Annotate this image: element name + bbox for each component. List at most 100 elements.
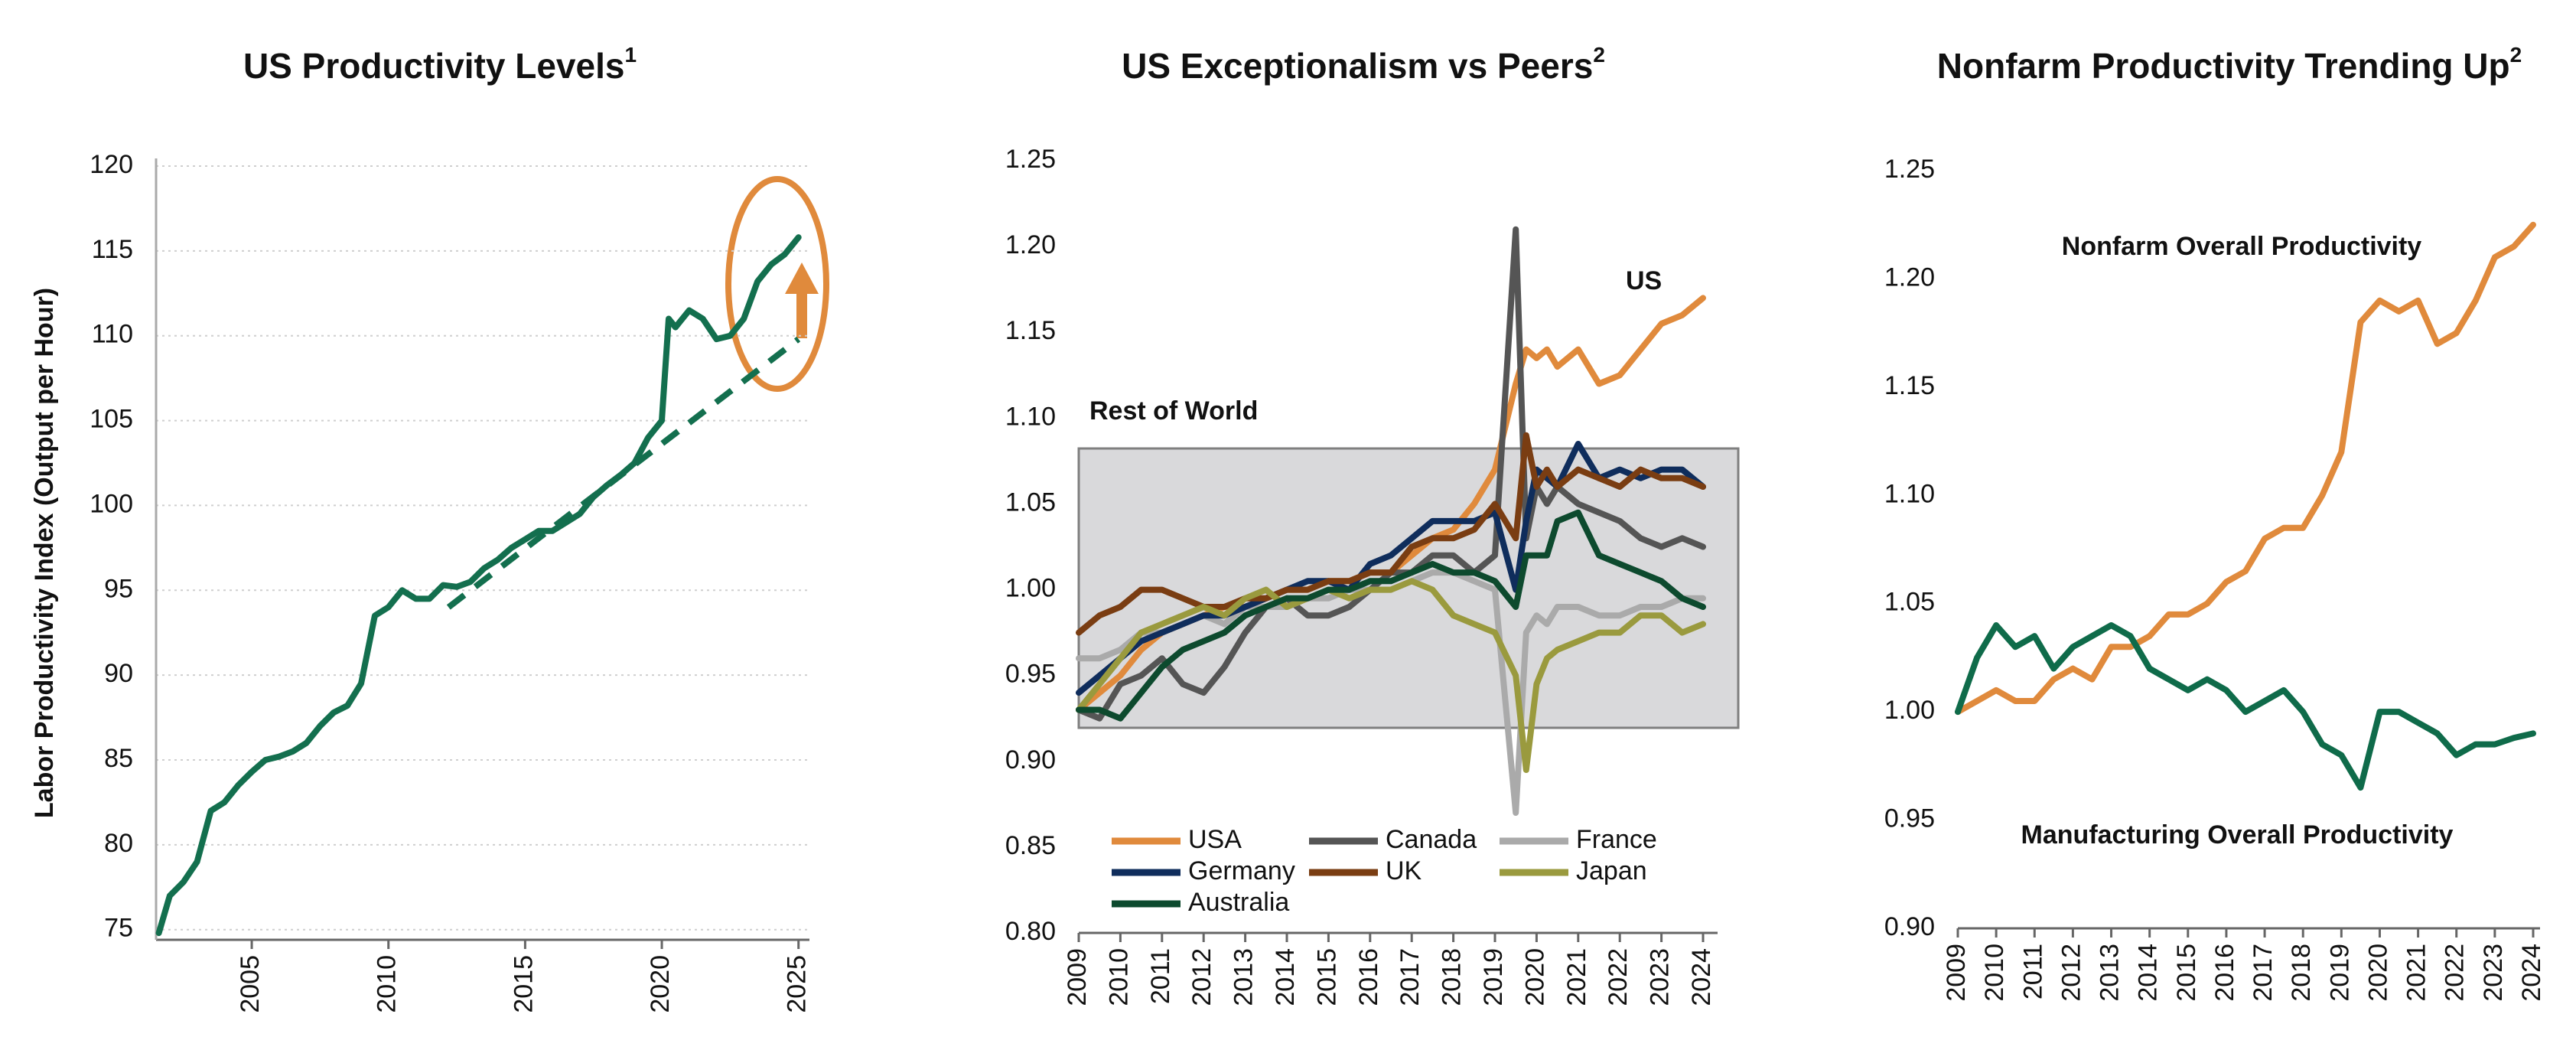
y-tick-label: 0.90 [1005, 745, 1056, 774]
x-tick-label: 2020 [1520, 948, 1549, 1006]
x-tick-label: 2016 [1354, 948, 1383, 1006]
series-line [1076, 578, 1706, 773]
x-tick-label: 2024 [1687, 948, 1716, 1006]
x-tick-label: 2023 [1646, 948, 1675, 1006]
title-note: 2 [2510, 43, 2522, 67]
arrow-shaft [796, 291, 807, 338]
chart-title: Nonfarm Productivity Trending Up2 [1937, 43, 2522, 86]
y-tick-label: 1.15 [1884, 371, 1935, 400]
y-tick-label: 1.20 [1884, 263, 1935, 292]
y-tick-label: 95 [104, 574, 133, 603]
y-tick-label: 1.00 [1884, 696, 1935, 725]
x-tick-label: 2021 [2402, 944, 2431, 1002]
x-tick-label: 2015 [509, 955, 538, 1013]
x-tick-label: 2015 [2172, 944, 2201, 1002]
series-line [1955, 622, 2536, 791]
y-tick-label: 1.10 [1884, 479, 1935, 508]
series-line [1076, 509, 1706, 722]
x-tick-label: 2012 [2057, 944, 2086, 1002]
x-tick-label: 2019 [1479, 948, 1508, 1006]
y-axis-label: Labor Productivity Index (Output per Hou… [30, 288, 59, 818]
x-tick-label: 2021 [1562, 948, 1591, 1006]
title-text: US Exceptionalism vs Peers [1122, 46, 1593, 86]
legend-label: UK [1386, 856, 1422, 885]
y-tick-label: 0.80 [1005, 917, 1056, 946]
x-tick-label: 2010 [1104, 948, 1133, 1006]
chart-title: US Productivity Levels1 [243, 43, 637, 86]
x-tick-label: 2014 [1271, 948, 1300, 1006]
y-tick-label: 75 [104, 914, 133, 943]
y-tick-label: 1.25 [1005, 145, 1056, 174]
legend-label: Canada [1386, 825, 1477, 854]
y-tick-label: 1.05 [1005, 488, 1056, 517]
x-tick-label: 2013 [2096, 944, 2125, 1002]
x-tick-label: 2018 [1438, 948, 1467, 1006]
x-tick-label: 2013 [1229, 948, 1259, 1006]
legend-label: Australia [1188, 888, 1289, 917]
x-tick-label: 2020 [2363, 944, 2392, 1002]
x-tick-label: 2017 [2249, 944, 2278, 1002]
y-tick-label: 90 [104, 659, 133, 688]
annotation: US [1626, 266, 1662, 295]
y-tick-label: 85 [104, 744, 133, 773]
x-tick-label: 2010 [1980, 944, 2009, 1002]
y-tick-label: 105 [90, 405, 133, 434]
legend-label: Germany [1188, 856, 1295, 885]
y-tick-label: 115 [92, 235, 133, 264]
highlight-ellipse [725, 176, 829, 392]
annotation: Rest of World [1089, 396, 1258, 426]
x-tick-label: 2011 [2018, 944, 2047, 999]
series-label: Nonfarm Overall Productivity [2062, 232, 2422, 261]
x-tick-label: 2009 [1942, 944, 1971, 1002]
arrow-head [785, 263, 819, 294]
y-tick-label: 0.90 [1884, 912, 1935, 941]
series-line [1076, 441, 1706, 696]
series-line [446, 336, 801, 610]
x-tick-label: 2012 [1187, 948, 1216, 1006]
x-tick-label: 2022 [2441, 944, 2470, 1002]
title-text: Nonfarm Productivity Trending Up [1937, 46, 2510, 86]
y-tick-label: 100 [90, 489, 133, 518]
x-tick-label: 2016 [2210, 944, 2239, 1002]
series-line [1955, 221, 2536, 716]
y-tick-label: 1.15 [1005, 316, 1056, 345]
x-tick-label: 2005 [236, 955, 265, 1013]
x-tick-label: 2010 [373, 955, 402, 1013]
y-tick-label: 0.95 [1884, 804, 1935, 833]
legend-label: Japan [1576, 856, 1647, 885]
x-tick-label: 2011 [1146, 948, 1175, 1004]
x-tick-label: 2014 [2134, 944, 2163, 1002]
x-tick-label: 2009 [1063, 948, 1092, 1006]
title-note: 2 [1593, 43, 1605, 67]
rest-of-world-box [1077, 447, 1740, 729]
y-tick-label: 1.00 [1005, 574, 1056, 603]
title-note: 1 [624, 43, 637, 67]
x-tick-label: 2018 [2287, 944, 2316, 1002]
legend-label: France [1576, 825, 1657, 854]
series-label: Manufacturing Overall Productivity [2021, 820, 2454, 849]
series-line [155, 234, 802, 937]
x-tick-label: 2015 [1312, 948, 1341, 1006]
x-tick-label: 2022 [1604, 948, 1633, 1006]
x-tick-label: 2019 [2325, 944, 2354, 1002]
y-tick-label: 0.85 [1005, 831, 1056, 860]
x-tick-label: 2024 [2517, 944, 2546, 1002]
x-tick-label: 2020 [646, 955, 675, 1013]
legend-label: USA [1188, 825, 1242, 854]
y-tick-label: 1.05 [1884, 588, 1935, 617]
y-tick-label: 110 [92, 320, 133, 349]
series-line [1076, 432, 1706, 636]
y-tick-label: 0.95 [1005, 660, 1056, 689]
chart-title: US Exceptionalism vs Peers2 [1122, 43, 1605, 86]
y-tick-label: 1.20 [1005, 230, 1056, 259]
y-tick-label: 1.10 [1005, 402, 1056, 431]
title-text: US Productivity Levels [243, 46, 625, 86]
x-tick-label: 2017 [1395, 948, 1425, 1006]
y-tick-label: 1.25 [1884, 155, 1935, 184]
y-tick-label: 80 [104, 829, 133, 858]
y-tick-label: 120 [90, 150, 133, 179]
x-tick-label: 2023 [2479, 944, 2508, 1002]
x-tick-label: 2025 [783, 955, 812, 1013]
